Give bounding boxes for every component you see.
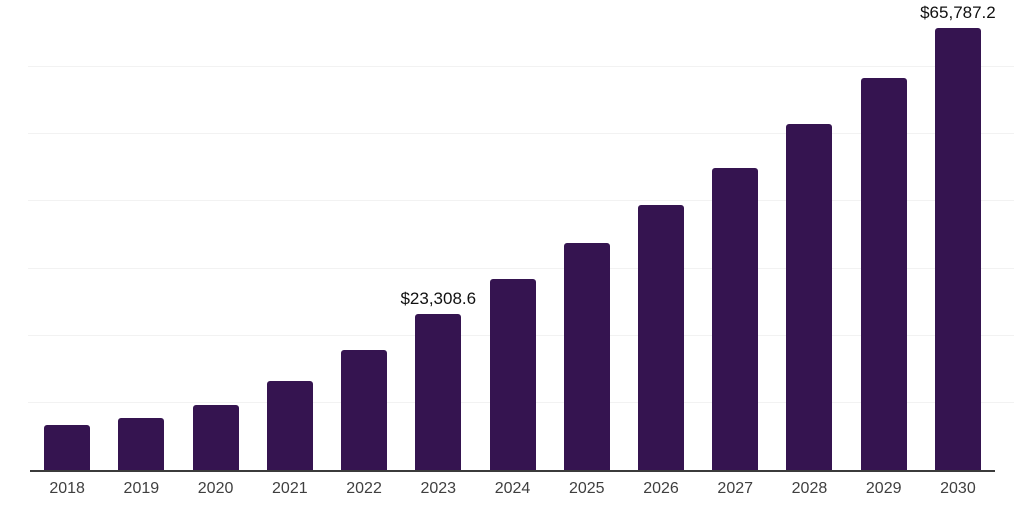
gridline	[28, 133, 1014, 135]
bar-slot-2020	[178, 0, 252, 470]
x-tick-label-2023: 2023	[420, 480, 457, 497]
x-tick-label-2029: 2029	[865, 480, 902, 497]
value-label-2023: $23,308.6	[400, 288, 477, 308]
bar-slot-2026	[624, 0, 698, 470]
x-tick-label-2024: 2024	[494, 480, 531, 497]
bar-2020[interactable]	[192, 404, 239, 470]
x-axis-labels: 2018 2019 2020 2021 2022 2023 2024 2025 2026 2027…	[30, 480, 995, 498]
gridline	[28, 200, 1014, 202]
bar-slot-2021	[253, 0, 327, 470]
bar-2030[interactable]	[934, 28, 981, 470]
bar-slot-2028	[772, 0, 846, 470]
value-label-2030: $65,787.2	[920, 3, 996, 23]
bar-2019[interactable]	[118, 417, 165, 470]
bar-slot-2025	[550, 0, 624, 470]
bar-slot-2019	[104, 0, 178, 470]
bar-2025[interactable]	[563, 243, 610, 470]
bars-row: $23,308.6 $65,787.2	[30, 0, 996, 470]
bar-slot-2022	[327, 0, 401, 470]
bar-2022[interactable]	[341, 349, 388, 470]
x-tick-label-2019: 2019	[123, 480, 160, 497]
x-tick-label-2027: 2027	[717, 480, 754, 497]
x-tick-label-2026: 2026	[643, 480, 679, 497]
bar-2026[interactable]	[637, 205, 684, 470]
x-tick-label-2030: 2030	[940, 480, 976, 497]
bar-2018[interactable]	[44, 425, 91, 470]
bar-2027[interactable]	[712, 167, 759, 470]
bar-2024[interactable]	[489, 279, 536, 470]
bar-2029[interactable]	[860, 77, 907, 470]
x-tick-label-2028: 2028	[791, 480, 828, 497]
x-tick-label-2022: 2022	[346, 480, 382, 497]
bar-2021[interactable]	[266, 380, 313, 470]
bar-slot-2024	[475, 0, 549, 470]
plot-area: $23,308.6 $65,787.2	[28, 0, 1014, 472]
x-tick-label-2025: 2025	[568, 480, 605, 497]
x-tick-label-2021: 2021	[272, 480, 308, 497]
gridline	[28, 267, 1014, 269]
x-tick-label-2020: 2020	[197, 480, 234, 497]
x-tick-label-2018: 2018	[49, 480, 85, 497]
bar-slot-2018	[30, 0, 104, 470]
bar-slot-2027	[698, 0, 772, 470]
bar-slot-2030: $65,787.2	[920, 0, 996, 470]
bar-2028[interactable]	[786, 124, 833, 470]
gridline	[28, 66, 1014, 68]
bar-2023[interactable]	[415, 313, 462, 470]
bar-slot-2023: $23,308.6	[400, 0, 477, 470]
bar-slot-2029	[847, 0, 921, 470]
